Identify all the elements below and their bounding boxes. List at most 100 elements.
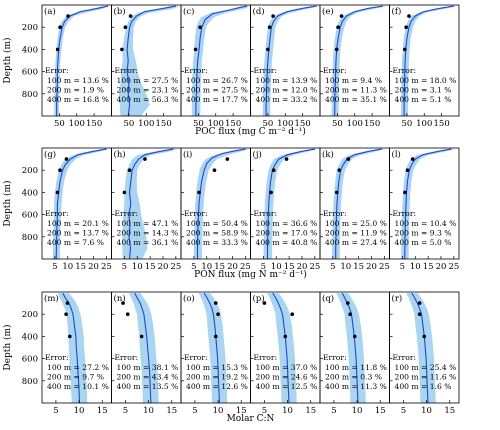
error-value: 400 m = 36.1 %	[117, 238, 179, 247]
error-value: 100 m = 13.6 %	[47, 76, 109, 85]
plot-area	[401, 5, 458, 116]
observation-point	[402, 47, 407, 52]
error-value: 200 m = 19.2 %	[186, 373, 248, 382]
y-tick-label: 200	[22, 23, 38, 33]
observation-point	[334, 190, 339, 195]
observation-point	[55, 190, 60, 195]
observation-point	[128, 14, 133, 18]
observation-point	[193, 47, 198, 52]
x-tick-label: 15	[353, 262, 364, 272]
x-tick-label: 5	[52, 262, 57, 272]
x-tick-label: 15	[97, 406, 108, 416]
error-value: 100 m = 36.6 %	[256, 219, 318, 228]
error-value: 400 m = 13.5 %	[117, 382, 179, 391]
error-value: 100 m = 9.4 %	[325, 76, 382, 85]
observation-point	[68, 334, 72, 339]
y-tick-label: 600	[22, 355, 38, 365]
panel-a: 50 100 150 (a) Error:100 m = 13.6 %200 m = 1…	[41, 4, 112, 129]
x-tick-label: 150	[86, 119, 102, 129]
error-heading: Error:	[254, 66, 278, 75]
error-value: 200 m = 11.3 %	[325, 86, 387, 95]
panel-label: (d)	[253, 6, 265, 17]
panel-k: 5 10 15 20 25 (k) Error:100 m = 25.0 %200 m = …	[319, 147, 390, 272]
error-value: 400 m = 1.6 %	[395, 382, 452, 391]
error-value: 400 m = 33.2 %	[256, 95, 318, 104]
x-tick-label: 10	[213, 406, 224, 416]
error-heading: Error:	[323, 209, 347, 218]
plot-area	[262, 5, 320, 116]
x-tick-label: 15	[214, 262, 225, 272]
error-value: 200 m = 0.3 %	[325, 373, 382, 382]
y-tick-label: 400	[22, 332, 38, 342]
panel-c: 50 100 150 (c) Error:100 m = 26.7 %200 m = 2…	[180, 4, 251, 129]
observation-point	[123, 25, 128, 30]
error-value: 100 m = 15.3 %	[186, 363, 248, 372]
error-value: 200 m = 14.3 %	[117, 229, 179, 238]
panel-l: 5 10 15 20 25 (l) Error:100 m = 10.4 %200 m = …	[389, 147, 460, 272]
observation-point	[407, 14, 411, 18]
error-value: 400 m = 10.1 %	[47, 382, 109, 391]
observation-point	[122, 190, 127, 195]
x-tick-label: 10	[62, 262, 73, 272]
panel-label: (j)	[253, 149, 262, 160]
x-tick-label: 5	[192, 406, 197, 416]
panel-h: 5 10 15 20 25 (h) Error:100 m = 47.1 %200 m = …	[111, 147, 182, 272]
error-value: 200 m = 17.0 %	[256, 229, 318, 238]
observation-point	[346, 301, 350, 305]
model-profile-line	[126, 5, 176, 116]
observation-point	[212, 168, 217, 172]
y-tick-label: 800	[22, 233, 38, 243]
error-value: 200 m = 27.5 %	[186, 86, 248, 95]
error-heading: Error:	[254, 209, 278, 218]
uncertainty-band	[401, 6, 458, 116]
x-tick-label: 50	[123, 119, 134, 129]
x-tick-label: 5	[261, 262, 266, 272]
x-axis-label: POC flux (mg C m⁻² d⁻¹)	[195, 126, 306, 137]
uncertainty-band	[119, 6, 180, 116]
panel-o: 5 10 15 (o) Error:100 m = 15.3 %200 m = 19.2…	[180, 291, 251, 416]
y-axis-label: Depth (m)	[2, 180, 13, 226]
x-tick-label: 150	[364, 119, 380, 129]
error-value: 400 m = 40.8 %	[256, 238, 318, 247]
error-value: 100 m = 47.1 %	[117, 219, 179, 228]
error-heading: Error:	[115, 353, 139, 362]
x-tick-label: 100	[277, 119, 293, 129]
observation-point	[283, 334, 288, 339]
observation-point	[290, 312, 295, 317]
error-value: 200 m = 9.3 %	[395, 229, 452, 238]
observation-point	[269, 190, 273, 195]
error-value: 400 m = 11.3 %	[325, 382, 387, 391]
error-value: 100 m = 20.1 %	[47, 219, 109, 228]
error-heading: Error:	[254, 353, 278, 362]
x-tick-label: 15	[145, 262, 156, 272]
error-value: 400 m = 27.4 %	[325, 238, 387, 247]
y-tick-label: 600	[22, 211, 38, 221]
plot-area	[262, 292, 297, 403]
x-tick-label: 5	[191, 262, 196, 272]
observation-point	[66, 14, 70, 18]
error-heading: Error:	[45, 353, 69, 362]
error-value: 100 m = 26.7 %	[186, 76, 248, 85]
observation-point	[417, 301, 422, 305]
panel-p: 5 10 15 (p) Error:100 m = 37.0 %200 m = 24.6…	[250, 291, 321, 416]
model-profile-line	[56, 5, 109, 116]
plot-area	[198, 292, 228, 403]
observation-point	[284, 157, 289, 161]
plot-area	[122, 148, 179, 259]
x-tick-label: 25	[101, 262, 112, 272]
uncertainty-band	[193, 149, 250, 259]
panel-label: (f)	[392, 6, 402, 17]
error-value: 400 m = 35.1 %	[325, 95, 387, 104]
model-profile-line	[265, 5, 317, 116]
panel-q: 5 10 15 (q) Error:100 m = 11.8 %200 m = 0.3 …	[319, 291, 390, 416]
error-value: 200 m = 1.9 %	[47, 86, 104, 95]
observation-point	[64, 312, 68, 317]
observation-point	[266, 47, 270, 52]
observation-point	[334, 47, 339, 52]
observation-point	[348, 312, 352, 317]
x-tick-label: 20	[297, 262, 308, 272]
uncertainty-band	[401, 149, 456, 259]
panel-j: 5 10 15 20 25 (j) Error:100 m = 36.6 %200 m = …	[250, 147, 321, 272]
